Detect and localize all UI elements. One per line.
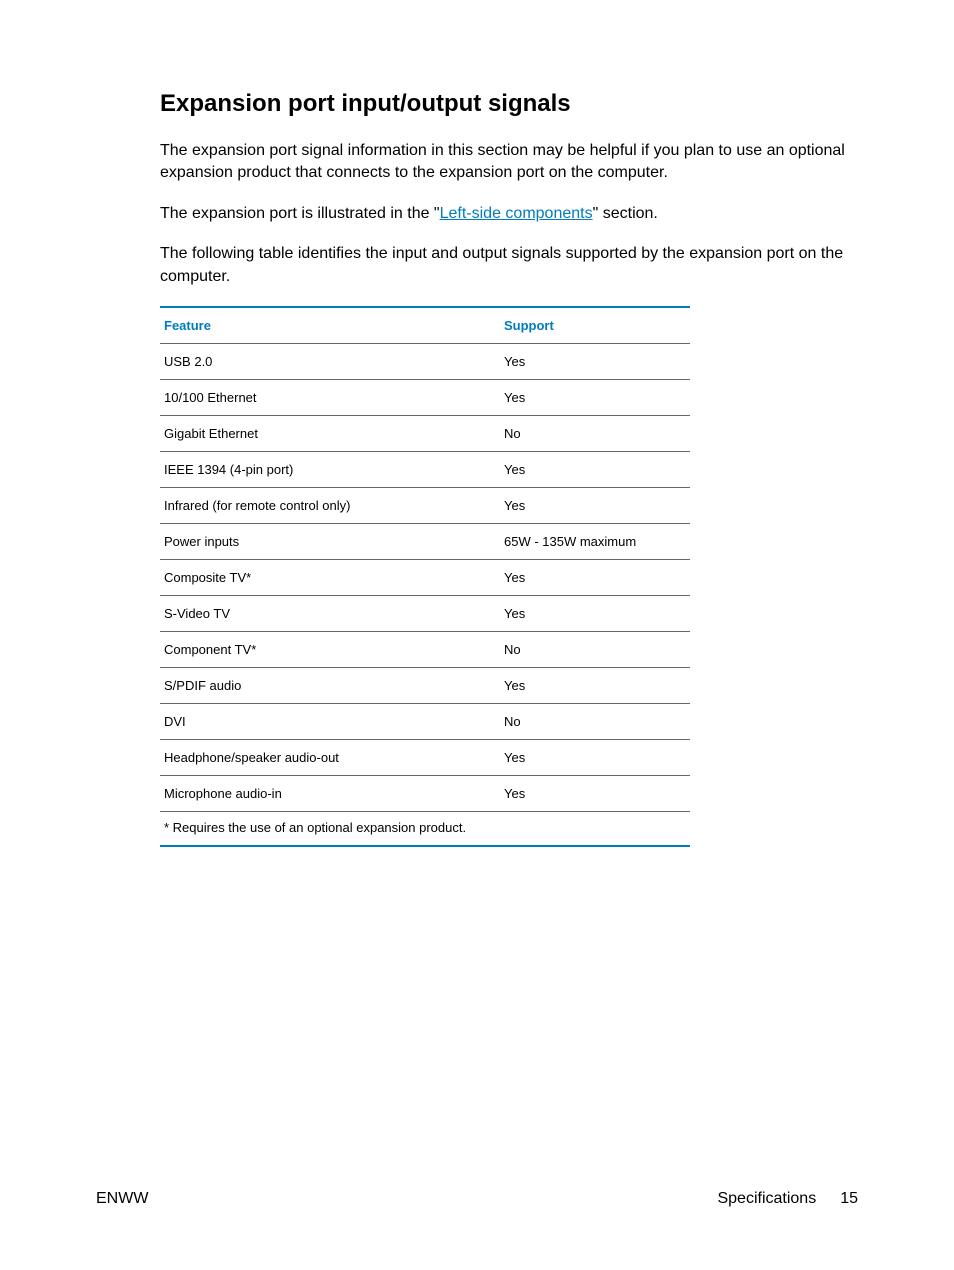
cell-feature: 10/100 Ethernet <box>160 379 500 415</box>
table-row: Component TV*No <box>160 631 690 667</box>
cell-support: Yes <box>500 667 690 703</box>
cell-feature: Composite TV* <box>160 559 500 595</box>
cell-feature: Infrared (for remote control only) <box>160 487 500 523</box>
table-row: Microphone audio-inYes <box>160 775 690 811</box>
content-area: Expansion port input/output signals The … <box>160 90 858 847</box>
intro-paragraph-1: The expansion port signal information in… <box>160 140 858 185</box>
cell-support: No <box>500 703 690 739</box>
cell-feature: S-Video TV <box>160 595 500 631</box>
p2-post: " section. <box>593 205 658 222</box>
table-body: USB 2.0Yes 10/100 EthernetYes Gigabit Et… <box>160 343 690 811</box>
page-title: Expansion port input/output signals <box>160 90 858 118</box>
cell-support: 65W - 135W maximum <box>500 523 690 559</box>
intro-paragraph-2: The expansion port is illustrated in the… <box>160 203 858 225</box>
table-row: IEEE 1394 (4-pin port)Yes <box>160 451 690 487</box>
cell-support: Yes <box>500 451 690 487</box>
cell-feature: Microphone audio-in <box>160 775 500 811</box>
footer-left: ENWW <box>96 1190 148 1208</box>
cell-support: Yes <box>500 487 690 523</box>
cell-feature: Component TV* <box>160 631 500 667</box>
footer-section: Specifications <box>717 1190 816 1208</box>
table-row: S/PDIF audioYes <box>160 667 690 703</box>
footer-page-number: 15 <box>840 1190 858 1208</box>
cell-feature: DVI <box>160 703 500 739</box>
p2-pre: The expansion port is illustrated in the… <box>160 205 440 222</box>
left-side-components-link[interactable]: Left-side components <box>440 205 593 222</box>
cell-support: No <box>500 415 690 451</box>
cell-feature: S/PDIF audio <box>160 667 500 703</box>
table-row: S-Video TVYes <box>160 595 690 631</box>
intro-paragraph-3: The following table identifies the input… <box>160 243 858 288</box>
table-row: DVINo <box>160 703 690 739</box>
cell-support: Yes <box>500 379 690 415</box>
cell-feature: Power inputs <box>160 523 500 559</box>
table-row: Composite TV*Yes <box>160 559 690 595</box>
table-row: 10/100 EthernetYes <box>160 379 690 415</box>
table-footnote: * Requires the use of an optional expans… <box>160 811 690 846</box>
cell-feature: Gigabit Ethernet <box>160 415 500 451</box>
cell-support: No <box>500 631 690 667</box>
cell-support: Yes <box>500 343 690 379</box>
footer-right: Specifications 15 <box>717 1190 858 1208</box>
page: Expansion port input/output signals The … <box>0 0 954 1270</box>
cell-support: Yes <box>500 595 690 631</box>
col-header-support: Support <box>500 307 690 344</box>
table-row: Infrared (for remote control only)Yes <box>160 487 690 523</box>
page-footer: ENWW Specifications 15 <box>96 1190 858 1208</box>
table-row: Gigabit EthernetNo <box>160 415 690 451</box>
cell-support: Yes <box>500 775 690 811</box>
cell-feature: USB 2.0 <box>160 343 500 379</box>
cell-support: Yes <box>500 739 690 775</box>
table-row: Power inputs65W - 135W maximum <box>160 523 690 559</box>
table-header-row: Feature Support <box>160 307 690 344</box>
col-header-feature: Feature <box>160 307 500 344</box>
table-footnote-row: * Requires the use of an optional expans… <box>160 811 690 846</box>
cell-feature: IEEE 1394 (4-pin port) <box>160 451 500 487</box>
table-row: Headphone/speaker audio-outYes <box>160 739 690 775</box>
cell-support: Yes <box>500 559 690 595</box>
expansion-port-table: Feature Support USB 2.0Yes 10/100 Ethern… <box>160 306 690 847</box>
cell-feature: Headphone/speaker audio-out <box>160 739 500 775</box>
table-row: USB 2.0Yes <box>160 343 690 379</box>
